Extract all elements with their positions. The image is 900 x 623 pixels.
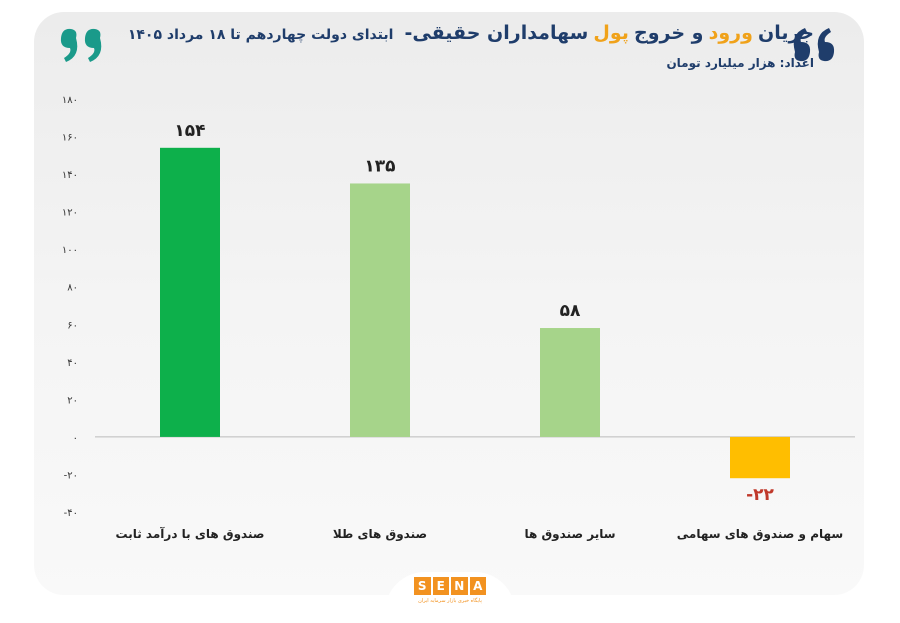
category-label: صندوق های طلا (333, 527, 427, 542)
bar-value-label: ۵۸ (560, 301, 581, 321)
y-tick-label: ۴۰ (67, 358, 78, 369)
chart-title: جریان ورود و خروج پول سهامداران حقیقی- ا… (128, 22, 814, 44)
bar (730, 436, 790, 479)
y-tick-label: ۱۶۰ (62, 133, 78, 144)
chart-subtitle: ابتدای دولت چهاردهم تا ۱۸ مرداد ۱۴۰۵ (127, 27, 394, 43)
y-tick-label: -۲۰ (64, 470, 78, 481)
y-tick-label: ۱۸۰ (62, 95, 78, 106)
y-tick-label: ۰ (73, 433, 78, 444)
sena-logo: S E N A (414, 577, 486, 595)
logo-letter: E (432, 577, 449, 595)
title-part-2: و خروج (634, 22, 704, 44)
title-accent-2: پول (593, 22, 629, 44)
logo-letter: S (414, 577, 431, 595)
logo-letter: A (469, 577, 486, 595)
bar (350, 183, 410, 437)
bar-value-label: -۲۲ (746, 485, 774, 505)
left-quote-icon (60, 28, 102, 62)
title-part-3: سهامداران حقیقی- (404, 22, 589, 44)
bar (160, 147, 220, 437)
category-label: صندوق های با درآمد ثابت (116, 526, 265, 542)
y-tick-label: ۸۰ (67, 283, 78, 294)
unit-label: اعداد: هزار میلیارد تومان (666, 56, 814, 70)
y-tick-label: ۶۰ (67, 320, 78, 331)
bar-value-label: ۱۳۵ (364, 156, 395, 176)
bar (540, 328, 600, 437)
y-tick-label: ۱۴۰ (62, 170, 78, 181)
logo-tagline: پایگاه خبری بازار سرمایه ایران (418, 598, 482, 604)
y-tick-label: ۲۰ (67, 395, 78, 406)
footer-tab (385, 572, 515, 620)
logo-letter: N (451, 577, 468, 595)
category-label: سایر صندوق ها (524, 527, 615, 542)
title-accent-1: ورود (708, 22, 753, 44)
y-tick-label: -۴۰ (64, 508, 78, 519)
y-tick-label: ۱۰۰ (62, 245, 78, 256)
bar-value-label: ۱۵۴ (174, 121, 205, 141)
category-label: سهام و صندوق های سهامی (677, 527, 843, 542)
right-quote-icon (793, 28, 835, 62)
y-tick-label: ۱۲۰ (62, 208, 78, 219)
title-part-1: جریان (758, 22, 814, 44)
